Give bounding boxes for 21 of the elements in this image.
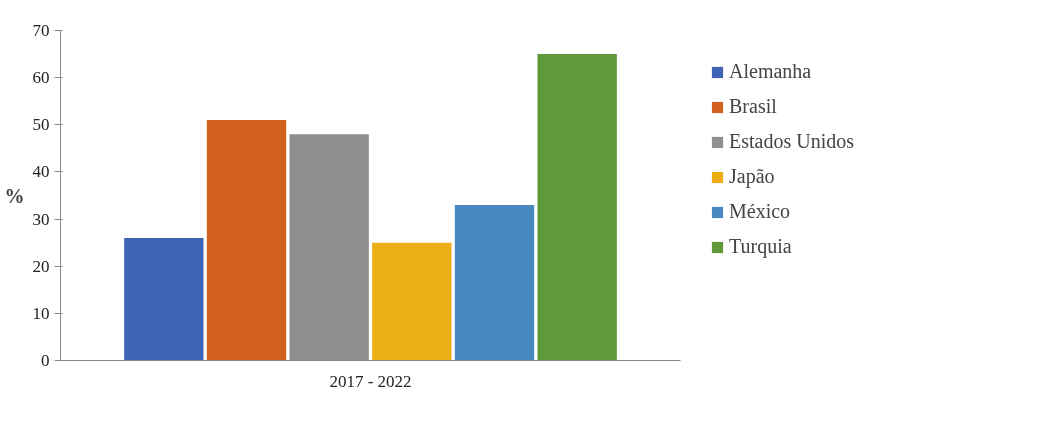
- bar: [537, 54, 617, 361]
- legend-label: Alemanha: [729, 60, 812, 83]
- legend-label: Estados Unidos: [729, 130, 854, 153]
- y-tick-label: 30: [32, 209, 50, 229]
- y-tick-label: 20: [32, 256, 50, 276]
- y-tick-label: 50: [32, 115, 50, 135]
- y-tick-label: 70: [32, 21, 50, 40]
- y-tick-label: 0: [41, 351, 50, 370]
- bar: [372, 242, 452, 361]
- y-tick-label: 40: [32, 162, 50, 182]
- bar: [124, 237, 204, 361]
- legend-label: Brasil: [729, 95, 777, 118]
- y-axis-title: %: [4, 184, 25, 207]
- legend-label: Turquia: [729, 235, 792, 258]
- legend-label: Japão: [729, 165, 775, 188]
- x-tick-label: 2017 - 2022: [329, 371, 412, 391]
- legend-label: México: [729, 200, 791, 223]
- bar: [454, 204, 535, 361]
- y-tick-label: 60: [32, 68, 50, 88]
- bar: [206, 120, 287, 361]
- y-tick-label: 10: [32, 303, 50, 323]
